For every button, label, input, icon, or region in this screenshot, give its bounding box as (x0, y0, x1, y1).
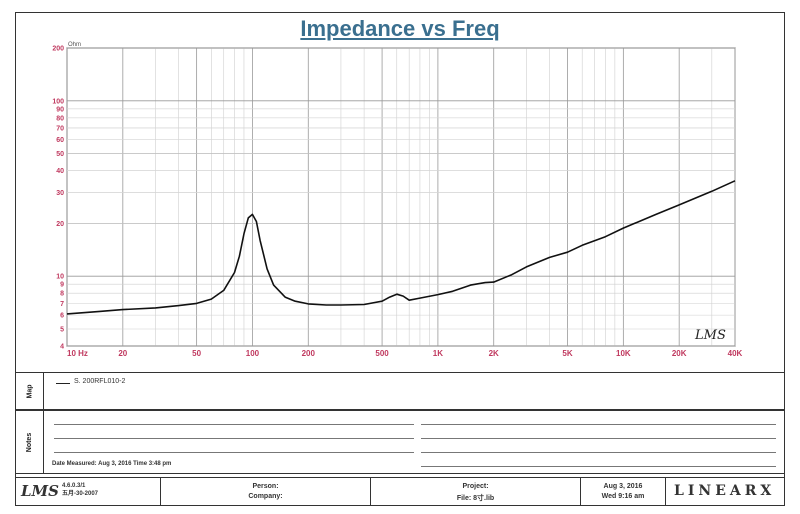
x-tick-label: 20 (118, 349, 127, 358)
grid (66, 47, 736, 347)
y-tick-label: 4 (60, 344, 64, 351)
notes-tab: Notes (16, 411, 44, 473)
map-tab: Map (16, 373, 44, 409)
footer-date: Aug 3, 2016 (603, 483, 643, 490)
linearx-logo: LINEARX (674, 483, 776, 499)
version-info: 4.6.0.3/1 五月-30-2007 (62, 483, 99, 497)
x-tick-label: 5K (562, 349, 572, 358)
plot-area (66, 47, 736, 347)
y-tick-label: 200 (52, 46, 64, 53)
note-line (421, 452, 776, 453)
x-axis: 10 Hz 20 50 100 200 500 1K 2K 5K 10K 20K 40K (67, 349, 743, 358)
y-tick-label: 8 (60, 291, 64, 298)
y-tick-label: 50 (56, 151, 64, 158)
legend-swatch (56, 383, 70, 384)
footer-bar: LMS 4.6.0.3/1 五月-30-2007 Person: Company… (15, 477, 785, 506)
y-tick-label: 6 (60, 313, 64, 320)
map-panel: Map S. 200RFL010-2 (15, 372, 785, 410)
file-label: File: 8寸.lib (456, 495, 495, 502)
footer-person-cell: Person: Company: (161, 478, 371, 505)
x-tick-label: 100 (246, 349, 260, 358)
note-line (421, 438, 776, 439)
project-label: Project: (462, 483, 489, 490)
date-measured: Date Measured: Aug 3, 2016 Time 3:48 pm (52, 461, 172, 467)
legend-entry: S. 200RFL010-2 (74, 378, 126, 385)
notes-panel: Notes Date Measured: Aug 3, 2016 Time 3:… (15, 410, 785, 474)
y-tick-label: 90 (56, 106, 64, 113)
x-tick-label: 50 (192, 349, 201, 358)
impedance-chart: 10 Hz 20 50 100 200 500 1K 2K 5K 10K 20K 40K 4 5 6 7 8 9… (52, 42, 743, 358)
note-line (54, 438, 414, 439)
note-line (54, 452, 414, 453)
y-tick-label: 60 (56, 137, 64, 144)
y-tick-label: 80 (56, 115, 64, 122)
x-tick-label: 200 (302, 349, 316, 358)
impedance-series-line (66, 180, 736, 315)
footer-time: Wed 9:16 am (601, 493, 645, 500)
x-tick-label: 20K (672, 349, 687, 358)
y-tick-label: 7 (60, 301, 64, 308)
note-line (421, 424, 776, 425)
x-tick-label: 40K (728, 349, 743, 358)
y-tick-label: 5 (60, 327, 64, 334)
x-tick-label: 500 (375, 349, 389, 358)
footer-date-cell: Aug 3, 2016 Wed 9:16 am (581, 478, 666, 505)
series-group (66, 180, 736, 315)
y-tick-label: 30 (56, 190, 64, 197)
x-tick-label: 10K (616, 349, 631, 358)
company-label: Company: (248, 493, 283, 500)
x-tick-label: 2K (489, 349, 499, 358)
lms-watermark: LMS (694, 328, 726, 343)
footer-brand-cell: LINEARX (666, 478, 783, 505)
lms-logo: LMS (21, 482, 59, 500)
y-tick-label: 9 (60, 282, 64, 289)
chart-title: Impedance vs Freq (300, 16, 500, 41)
y-tick-label: 100 (52, 98, 64, 105)
note-line (421, 466, 776, 467)
footer-project-cell: Project: File: 8寸.lib (371, 478, 581, 505)
x-tick-label: 1K (433, 349, 443, 358)
y-unit-label: Ohm (68, 42, 81, 48)
footer-version-cell: LMS 4.6.0.3/1 五月-30-2007 (16, 478, 161, 505)
y-tick-label: 10 (56, 274, 64, 281)
y-tick-label: 40 (56, 168, 64, 175)
x-tick-label: 10 Hz (67, 349, 88, 358)
note-line (54, 424, 414, 425)
y-tick-label: 20 (56, 221, 64, 228)
y-tick-label: 70 (56, 125, 64, 132)
person-label: Person: (252, 483, 279, 490)
